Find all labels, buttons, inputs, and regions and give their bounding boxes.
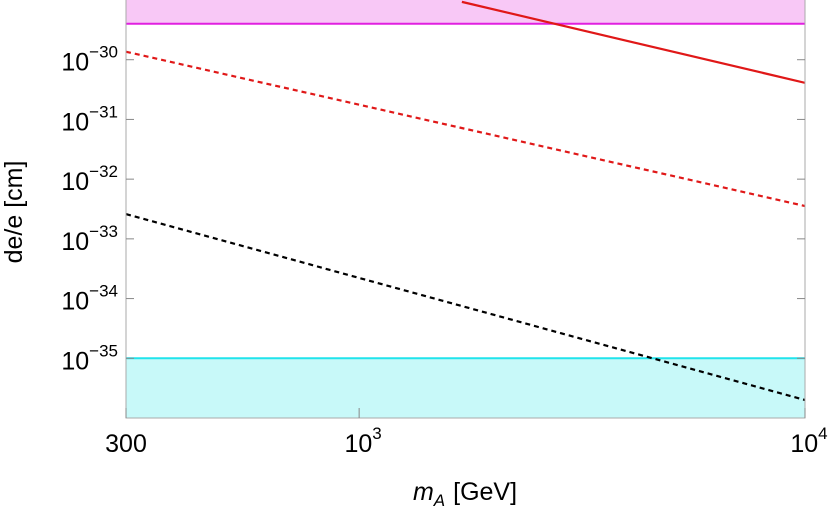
series-line xyxy=(126,50,805,208)
tick-base: 10 xyxy=(61,347,89,375)
series-line xyxy=(126,213,805,402)
y-tick-label: 10−32 xyxy=(61,162,118,196)
y-tick-label: 10−30 xyxy=(61,43,118,77)
tick-base: 10 xyxy=(790,430,818,458)
tick-exponent: −31 xyxy=(89,102,118,121)
x-tick-label: 300 xyxy=(105,430,147,458)
plot-area xyxy=(126,0,805,418)
band xyxy=(126,358,805,418)
tick-exponent: 4 xyxy=(818,424,827,443)
y-tick-label: 10−31 xyxy=(61,102,118,136)
tick-exponent: −35 xyxy=(89,341,118,360)
tick-base: 10 xyxy=(61,228,89,256)
x-axis-label: mA [GeV] xyxy=(413,478,517,510)
x-label-subscript: A xyxy=(433,491,445,510)
x-tick-label: 103 xyxy=(344,424,381,458)
tick-exponent: −34 xyxy=(89,282,118,301)
band xyxy=(126,0,805,24)
x-tick-label: 104 xyxy=(790,424,827,458)
tick-base: 10 xyxy=(61,49,89,77)
tick-base: 10 xyxy=(61,288,89,316)
tick-exponent: 3 xyxy=(372,424,381,443)
tick-base: 10 xyxy=(61,108,89,136)
tick-base: 10 xyxy=(344,430,372,458)
frame xyxy=(125,0,806,419)
x-label-unit: [GeV] xyxy=(453,478,517,506)
tick-exponent: −32 xyxy=(89,162,118,181)
series-line xyxy=(461,0,805,84)
x-label-symbol: m xyxy=(413,478,434,506)
y-tick-label: 10−33 xyxy=(61,222,118,256)
tick-exponent: −30 xyxy=(89,43,118,62)
y-tick-label: 10−34 xyxy=(61,282,118,316)
y-axis-label: de/e [cm] xyxy=(0,161,28,264)
y-tick-label: 10−35 xyxy=(61,341,118,375)
tick-base: 10 xyxy=(61,168,89,196)
tick-exponent: −33 xyxy=(89,222,118,241)
